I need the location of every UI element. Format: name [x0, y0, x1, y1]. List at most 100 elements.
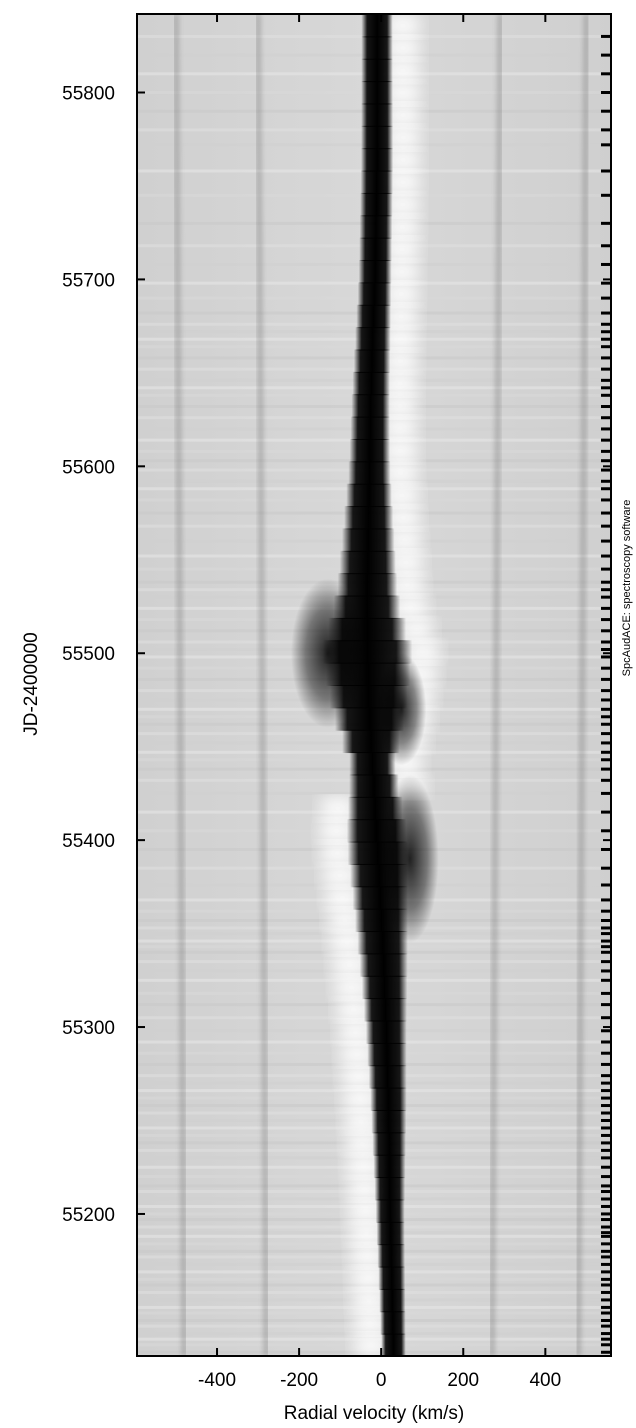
emission-core	[356, 304, 391, 329]
absorption-trough	[350, 1221, 383, 1246]
observation-marker	[601, 487, 611, 491]
observation-marker	[601, 567, 611, 571]
emission-core	[378, 1266, 406, 1290]
absorption-trough	[387, 81, 420, 105]
absorption-trough	[321, 841, 354, 865]
emission-core	[373, 1154, 406, 1179]
observation-marker	[601, 1156, 611, 1160]
x-tick-label: -200	[280, 1370, 318, 1391]
observation-marker	[601, 1141, 611, 1145]
observation-marker	[601, 1190, 611, 1194]
emission-core	[360, 170, 393, 194]
absorption-trough	[384, 371, 417, 396]
observation-marker	[601, 1197, 611, 1201]
observation-marker	[601, 221, 611, 225]
observation-marker	[601, 1311, 611, 1315]
absorption-trough	[348, 1177, 381, 1201]
observation-marker	[601, 193, 611, 197]
emission-core	[360, 192, 393, 217]
x-axis-label: Radial velocity (km/s)	[284, 1403, 465, 1424]
emission-core	[344, 506, 394, 530]
observation-marker	[601, 778, 611, 782]
observation-marker	[601, 1096, 611, 1100]
observation-marker	[601, 330, 611, 334]
absorption-trough	[344, 1087, 377, 1111]
y-tick-label: 55800	[62, 84, 115, 105]
emission-core	[361, 14, 393, 38]
observation-marker	[601, 647, 611, 651]
observation-marker	[601, 1204, 611, 1208]
observation-marker	[601, 1118, 611, 1122]
absorption-trough	[388, 528, 421, 552]
observation-marker	[601, 1283, 611, 1287]
observation-marker	[601, 262, 611, 266]
absorption-trough	[384, 438, 417, 463]
emission-core	[351, 394, 390, 418]
absorption-trough	[337, 998, 370, 1022]
observation-marker	[601, 932, 611, 936]
absorption-trough	[384, 349, 417, 373]
observation-marker	[601, 1148, 611, 1152]
emission-wing	[290, 578, 365, 728]
observation-marker	[601, 1081, 611, 1085]
absorption-trough	[347, 1154, 380, 1179]
observation-marker	[601, 1089, 611, 1093]
emission-core	[361, 148, 394, 172]
observation-marker	[601, 1277, 611, 1281]
observation-marker	[601, 498, 611, 502]
observation-marker	[601, 1062, 611, 1066]
software-credit: SpcAudACE: spectroscopy software	[621, 500, 633, 677]
emission-core	[371, 1109, 407, 1134]
absorption-trough	[352, 1266, 385, 1290]
observation-marker	[601, 405, 611, 409]
absorption-trough	[387, 103, 420, 127]
absorption-trough	[331, 931, 364, 955]
observation-marker	[601, 72, 611, 76]
absorption-trough	[386, 483, 419, 508]
absorption-trough	[390, 550, 423, 575]
x-tick-label: -400	[198, 1370, 236, 1391]
observation-marker	[601, 640, 611, 644]
observation-marker	[601, 356, 611, 360]
absorption-trough	[406, 640, 439, 664]
observation-marker	[601, 829, 611, 833]
observation-marker	[601, 1343, 611, 1347]
y-tick-label: 55300	[62, 1018, 115, 1039]
emission-core	[377, 1244, 405, 1268]
observation-marker	[601, 468, 611, 472]
absorption-trough	[385, 304, 418, 329]
emission-core	[359, 215, 393, 239]
observation-marker	[601, 1175, 611, 1179]
observation-marker	[601, 1029, 611, 1033]
observation-marker	[601, 1051, 611, 1055]
absorption-trough	[326, 886, 359, 910]
emission-core	[363, 998, 407, 1022]
absorption-trough	[384, 394, 417, 418]
observation-marker	[601, 244, 611, 248]
observation-marker	[601, 698, 611, 702]
observation-marker	[601, 1165, 611, 1169]
observation-marker	[601, 750, 611, 754]
observation-marker	[601, 1231, 611, 1235]
y-axis-label: JD-2400000	[21, 632, 42, 736]
observation-marker	[601, 393, 611, 397]
observation-marker	[601, 459, 611, 463]
observation-marker	[601, 767, 611, 771]
observation-marker	[601, 1298, 611, 1302]
satellite-line	[576, 14, 588, 1356]
absorption-trough	[345, 1109, 378, 1134]
observation-marker	[601, 866, 611, 870]
y-tick-label: 55400	[62, 831, 115, 852]
absorption-trough	[386, 237, 419, 262]
observation-marker	[601, 427, 611, 431]
absorption-trough	[387, 170, 420, 194]
observation-marker	[601, 909, 611, 913]
observation-marker	[601, 281, 611, 285]
observation-marker	[601, 109, 611, 113]
observation-marker	[601, 898, 611, 902]
observation-marker	[601, 629, 611, 633]
absorption-trough	[353, 1288, 386, 1313]
observation-marker	[601, 322, 611, 326]
observation-marker	[601, 539, 611, 543]
